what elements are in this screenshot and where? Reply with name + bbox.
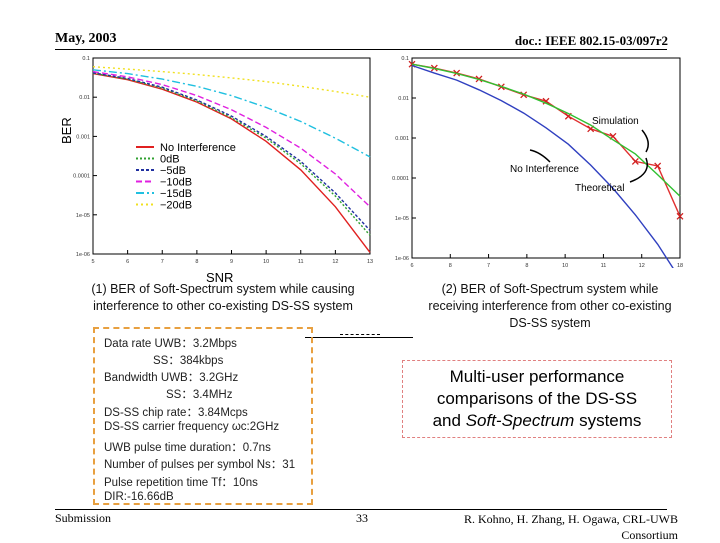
x-tick-label: 10 (263, 259, 269, 265)
y-tick-label: 1e-05 (395, 216, 409, 222)
legend-label-5: −20dB (160, 200, 192, 212)
x-tick-label: 13 (367, 259, 373, 265)
param-bandwidth-ss: SS：3.4MHz (166, 389, 233, 401)
param-pulses-per-symbol: Number of pulses per symbol Ns：31 (104, 459, 296, 471)
x-tick-label: 11 (601, 263, 607, 268)
caption-left: (1) BER of Soft-Spectrum system while ca… (62, 281, 384, 315)
chart-left-plot-area (92, 57, 371, 255)
series-line-1 (411, 63, 681, 197)
x-tick-label: 6 (126, 259, 129, 265)
x-tick-label: 8 (449, 263, 452, 268)
x-tick-label: 10 (562, 263, 568, 268)
series-line-4 (92, 69, 371, 158)
header-date: May, 2003 (55, 31, 117, 46)
chart-left-xlabel: SNR (206, 270, 233, 284)
y-tick-label: 0.001 (395, 136, 409, 142)
divider-line (305, 337, 413, 338)
annotation-theoretical-arrow (629, 157, 648, 183)
param-data-rate-ss: SS：384kbps (153, 355, 224, 367)
series-line-5 (92, 66, 371, 98)
header-divider (55, 49, 667, 50)
chart-left-ylabel: BER (59, 117, 74, 144)
chart-right: 0.1 0.01 0.001 0.0001 1e-05 1e-066 8 7 8 10 11 12 18… (392, 56, 684, 268)
annotation-no-interference: No Interference (510, 164, 579, 175)
series-marker (654, 162, 662, 170)
annotation-no-interference-arrow (529, 149, 551, 163)
param-carrier-frequency: DS-SS carrier frequency ωc:2GHz (104, 421, 280, 433)
summary-line1: Multi-user performance (449, 367, 625, 386)
y-tick-label: 0.0001 (392, 176, 409, 182)
param-pulse-repetition: Pulse repetition time Tf：10ns (104, 477, 258, 489)
header-doc-id: doc.: IEEE 802.15-03/097r2 (514, 33, 668, 48)
footer-submission: Submission (55, 511, 112, 525)
x-tick-label: 12 (332, 259, 338, 265)
y-tick-label: 0.01 (398, 96, 409, 102)
series-marker (676, 212, 684, 220)
series-line-0 (92, 72, 371, 253)
x-tick-label: 11 (298, 259, 304, 265)
x-tick-label: 8 (195, 259, 198, 265)
legend-label-0: No Interference (160, 142, 236, 154)
param-data-rate-uwb: Data rate UWB：3.2Mbps (104, 338, 237, 350)
x-tick-label: 8 (525, 263, 528, 268)
x-tick-label: 12 (639, 263, 645, 268)
y-tick-label: 1e-06 (395, 256, 409, 262)
param-pulse-duration: UWB pulse time duration：0.7ns (104, 442, 271, 454)
summary-line3-italic: Soft-Spectrum (465, 411, 575, 430)
param-chip-rate: DS-SS chip rate：3.84Mcps (104, 407, 248, 419)
y-tick-label: 1e-05 (76, 213, 90, 219)
footer-page-number: 33 (356, 511, 368, 525)
legend-label-4: −15dB (160, 188, 192, 200)
caption-left-line1: (1) BER of Soft-Spectrum system while ca… (91, 282, 355, 296)
legend-label-2: −5dB (160, 165, 186, 177)
y-tick-label: 0.1 (82, 56, 90, 62)
legend-label-1: 0dB (160, 154, 180, 166)
param-dir: DIR:-16.66dB (104, 491, 174, 503)
series-line-2 (411, 64, 674, 268)
series-marker (631, 157, 639, 165)
annotation-simulation-arrow (641, 129, 649, 153)
caption-right-line1: (2) BER of Soft-Spectrum system while (441, 282, 659, 296)
param-bandwidth-uwb: Bandwidth UWB：3.2GHz (104, 372, 239, 384)
summary-line2: comparisons of the DS-SS (436, 389, 638, 408)
y-tick-label: 0.01 (79, 95, 90, 101)
series-line-3 (92, 70, 371, 208)
footer-authors-line1: R. Kohno, H. Zhang, H. Ogawa, CRL-UWB (464, 512, 678, 526)
summary-box: Multi-user performance comparisons of th… (402, 360, 672, 438)
summary-line3-prefix: and (432, 411, 466, 430)
footer-authors: R. Kohno, H. Zhang, H. Ogawa, CRL-UWB Co… (464, 511, 678, 543)
x-tick-label: 9 (230, 259, 233, 265)
x-tick-label: 6 (410, 263, 413, 268)
summary-line3: and Soft-Spectrum systems (403, 410, 671, 432)
legend-label-3: −10dB (160, 177, 192, 189)
annotation-simulation: Simulation (592, 116, 639, 127)
summary-line3-suffix: systems (574, 411, 642, 430)
y-tick-label: 0.001 (76, 134, 90, 140)
caption-right: (2) BER of Soft-Spectrum system while re… (400, 281, 700, 332)
x-tick-label: 18 (677, 263, 683, 268)
series-marker (542, 97, 550, 105)
footer-authors-line2: Consortium (621, 528, 678, 542)
caption-right-line3: DS-SS system (509, 316, 591, 330)
series-line-2 (92, 72, 371, 231)
series-line-1 (92, 72, 371, 236)
x-tick-label: 7 (161, 259, 164, 265)
chart-left: 0.1 0.01 0.001 0.0001 1e-05 1e-065 6 7 8 9 10 11 12 1… (59, 56, 373, 284)
y-tick-label: 0.1 (401, 56, 409, 62)
y-tick-label: 1e-06 (76, 252, 90, 258)
x-tick-label: 7 (487, 263, 490, 268)
divider-dash (340, 334, 380, 335)
caption-right-line2: receiving interference from other co-exi… (428, 299, 672, 313)
caption-left-line2: interference to other co-existing DS-SS … (93, 299, 353, 313)
x-tick-label: 5 (91, 259, 94, 265)
annotation-theoretical: Theoretical (575, 183, 624, 194)
y-tick-label: 0.0001 (73, 174, 90, 180)
footer-divider (55, 509, 667, 510)
parameters-box: Data rate UWB：3.2Mbps SS：384kbps Bandwid… (93, 327, 313, 505)
